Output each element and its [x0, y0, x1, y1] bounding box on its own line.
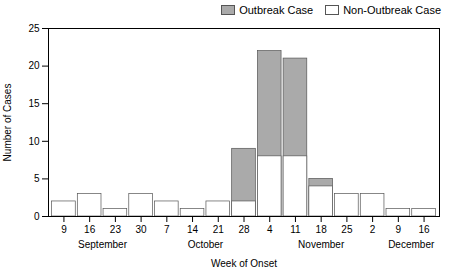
svg-text:7: 7 — [164, 224, 170, 235]
html-text:Non-Outbreak Case: Non-Outbreak Case — [343, 4, 441, 16]
svg-text:14: 14 — [187, 224, 199, 235]
svg-text:Number of Cases: Number of Cases — [2, 84, 13, 162]
svg-text:2: 2 — [370, 224, 376, 235]
svg-text:Week of Onset: Week of Onset — [211, 258, 277, 269]
svg-text:25: 25 — [28, 23, 40, 34]
svg-text:20: 20 — [28, 60, 40, 71]
svg-text:November: November — [298, 239, 345, 250]
svg-text:23: 23 — [110, 224, 122, 235]
svg-text:18: 18 — [316, 224, 328, 235]
svg-text:9: 9 — [396, 224, 402, 235]
svg-text:10: 10 — [28, 136, 40, 147]
svg-text:9: 9 — [61, 224, 67, 235]
svg-text:December: December — [388, 239, 435, 250]
svg-text:October: October — [188, 239, 224, 250]
svg-text:16: 16 — [84, 224, 96, 235]
svg-text:28: 28 — [238, 224, 250, 235]
svg-text:15: 15 — [28, 98, 40, 109]
svg-text:5: 5 — [34, 173, 40, 184]
html-text:Outbreak Case: Outbreak Case — [239, 4, 314, 16]
svg-text:11: 11 — [290, 224, 301, 235]
svg-text:30: 30 — [136, 224, 148, 235]
svg-text:16: 16 — [419, 224, 431, 235]
svg-text:September: September — [78, 239, 128, 250]
svg-text:25: 25 — [341, 224, 353, 235]
svg-text:4: 4 — [267, 224, 273, 235]
svg-text:21: 21 — [213, 224, 225, 235]
svg-text:0: 0 — [34, 211, 40, 222]
